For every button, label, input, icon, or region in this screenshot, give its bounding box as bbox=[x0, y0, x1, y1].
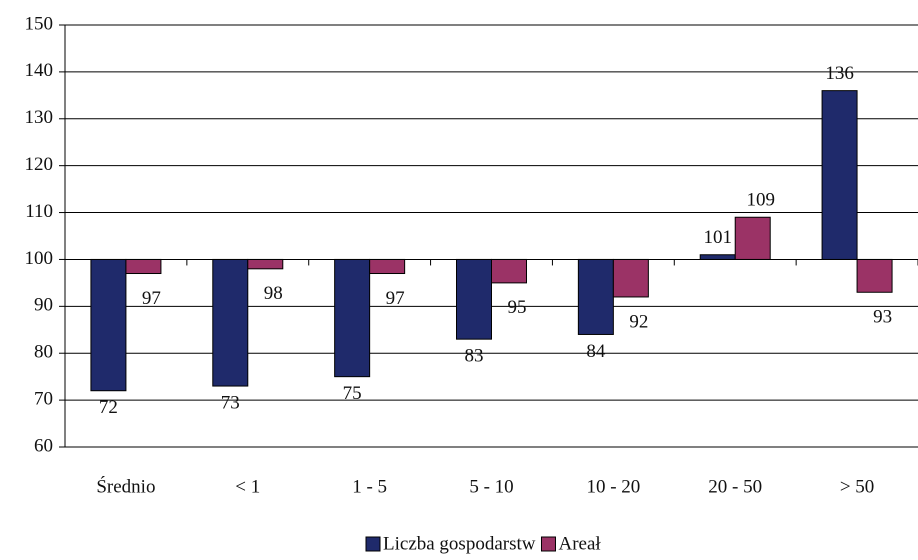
bar bbox=[369, 258, 406, 275]
x-tick-label: 20 - 50 bbox=[708, 476, 762, 497]
x-tick-label: 10 - 20 bbox=[586, 476, 640, 497]
value-label: 83 bbox=[465, 346, 484, 367]
y-tick-label: 130 bbox=[25, 107, 54, 128]
y-tick-label: 90 bbox=[34, 295, 53, 316]
bar bbox=[699, 254, 736, 260]
y-tick-label: 80 bbox=[34, 342, 53, 363]
bar bbox=[856, 258, 893, 293]
x-tick-label: > 50 bbox=[840, 476, 874, 497]
y-tick-label: 70 bbox=[34, 388, 53, 409]
bar bbox=[821, 90, 858, 260]
y-tick-label: 150 bbox=[25, 13, 54, 34]
value-label: 84 bbox=[586, 341, 606, 362]
value-label: 97 bbox=[142, 288, 161, 309]
y-tick-label: 140 bbox=[25, 60, 54, 81]
bar bbox=[334, 258, 371, 378]
legend-swatch bbox=[540, 536, 556, 552]
bar bbox=[734, 216, 771, 260]
x-tick-label: 5 - 10 bbox=[469, 476, 513, 497]
value-label: 93 bbox=[873, 307, 892, 328]
y-tick-label: 60 bbox=[34, 435, 53, 456]
bar bbox=[125, 258, 162, 275]
value-label: 109 bbox=[746, 190, 775, 211]
y-tick-label: 100 bbox=[25, 248, 54, 269]
value-label: 92 bbox=[629, 311, 648, 332]
value-label: 101 bbox=[703, 227, 732, 248]
legend-label: Liczba gospodarstw bbox=[383, 533, 536, 554]
x-tick-label: < 1 bbox=[235, 476, 260, 497]
value-label: 75 bbox=[343, 383, 362, 404]
value-label: 98 bbox=[264, 283, 283, 304]
bar bbox=[247, 258, 284, 270]
y-tick-label: 110 bbox=[25, 201, 53, 222]
y-tick-label: 120 bbox=[25, 154, 54, 175]
bar bbox=[577, 258, 614, 335]
value-label: 73 bbox=[221, 392, 240, 413]
value-label: 72 bbox=[99, 397, 118, 418]
bar bbox=[212, 258, 249, 387]
legend-swatch bbox=[365, 536, 381, 552]
legend-label: Areał bbox=[558, 533, 601, 554]
bar bbox=[612, 258, 649, 298]
bar bbox=[491, 258, 527, 284]
bar bbox=[90, 258, 127, 392]
x-tick-label: Średnio bbox=[96, 475, 155, 497]
value-label: 95 bbox=[508, 297, 527, 318]
x-tick-label: 1 - 5 bbox=[352, 476, 387, 497]
bar bbox=[456, 258, 492, 340]
value-label: 97 bbox=[386, 288, 405, 309]
value-label: 136 bbox=[825, 63, 854, 84]
